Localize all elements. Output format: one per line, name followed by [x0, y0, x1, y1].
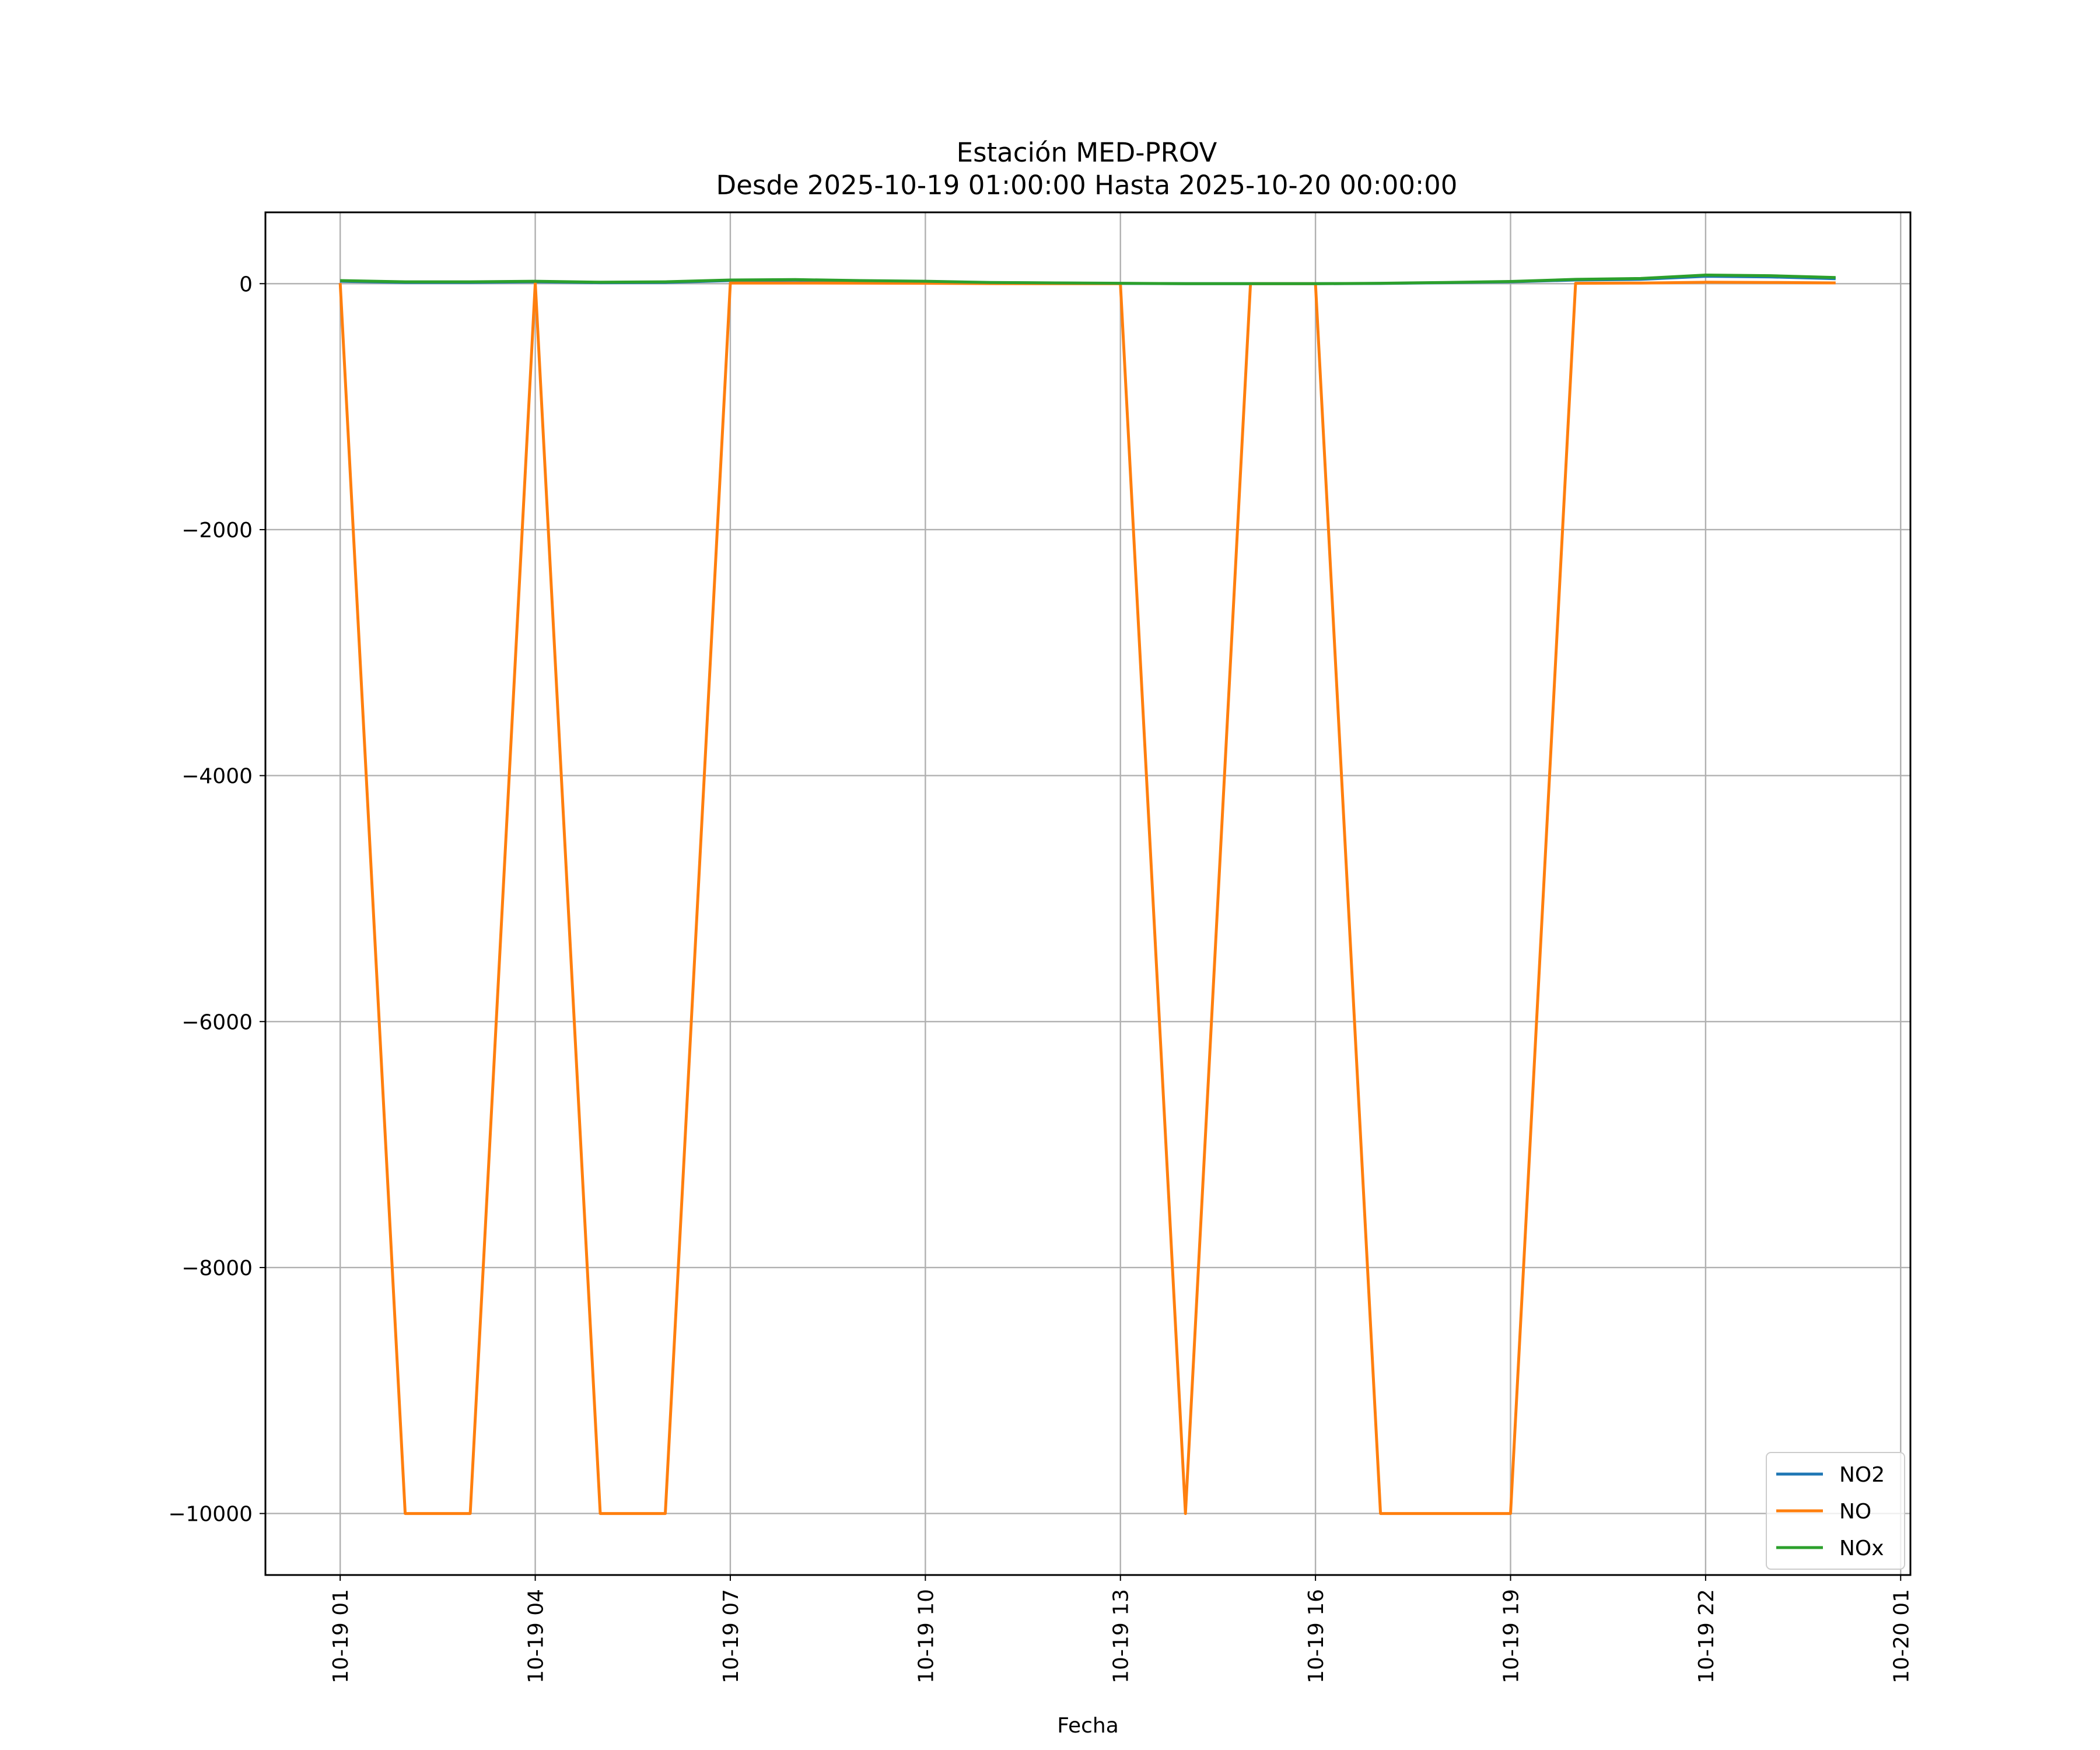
x-tick-label: 10-19 16	[1304, 1589, 1328, 1684]
plot-frame	[264, 211, 1912, 1576]
legend-label-no: NO	[1839, 1500, 1871, 1524]
legend-label-nox: NOx	[1839, 1536, 1884, 1560]
grid-layer	[265, 212, 1910, 1575]
x-axis-label: Fecha	[1057, 1714, 1119, 1738]
series-line-no	[338, 281, 1836, 1516]
series-layer	[338, 274, 1836, 1516]
x-tick-label: 10-20 01	[1889, 1589, 1913, 1684]
x-tick-label: 10-19 22	[1695, 1589, 1718, 1684]
y-tick-label: −4000	[181, 765, 253, 789]
chart-title: Estación MED-PROV	[957, 137, 1217, 168]
legend-box	[1766, 1452, 1905, 1570]
x-tick-label: 10-19 13	[1110, 1589, 1133, 1684]
legend-label-no2: NO2	[1839, 1463, 1885, 1487]
x-tick-label: 10-19 01	[329, 1589, 353, 1684]
x-tick-label: 10-19 07	[719, 1589, 743, 1684]
series-line-nox	[340, 274, 1836, 285]
x-tick-label: 10-19 19	[1500, 1589, 1524, 1684]
x-tick-label: 10-19 04	[524, 1589, 548, 1684]
y-tick-label: 0	[239, 272, 253, 296]
chart-subtitle: Desde 2025-10-19 01:00:00 Hasta 2025-10-…	[716, 170, 1458, 201]
x-axis: 10-19 01 10-19 04 10-19 07 10-19 10 10-19 13…	[329, 1575, 1913, 1684]
legend: NO2 NO NOx	[1766, 1452, 1905, 1570]
x-tick-label: 10-19 10	[914, 1589, 938, 1684]
y-tick-label: −10000	[168, 1503, 253, 1527]
y-axis: 0 −2000 −4000 −6000 −8000 −10000	[168, 272, 265, 1527]
y-tick-label: −6000	[181, 1010, 253, 1034]
y-tick-label: −8000	[181, 1256, 253, 1280]
y-tick-label: −2000	[181, 519, 253, 542]
